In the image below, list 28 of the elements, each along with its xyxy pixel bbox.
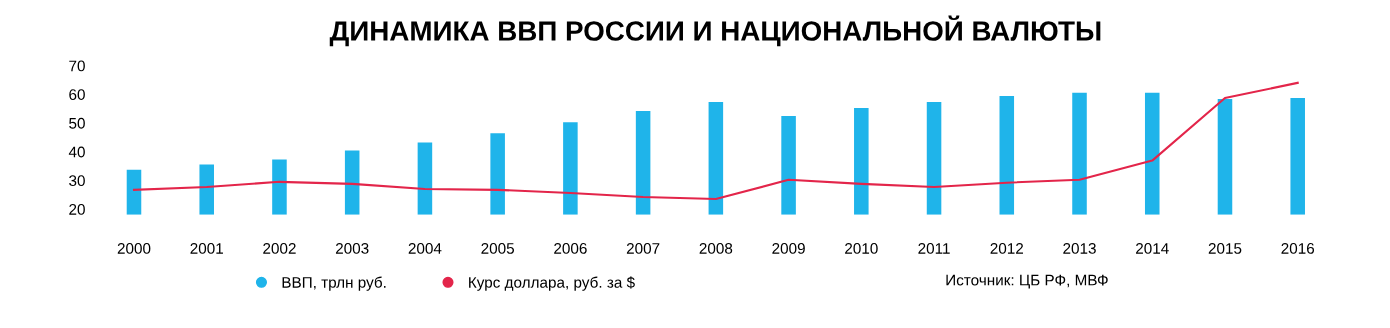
y-tick-label: 70 xyxy=(69,60,85,72)
x-tick-label: 2002 xyxy=(263,243,296,254)
x-tick-label: 2011 xyxy=(918,243,950,254)
y-tick-label: 50 xyxy=(69,117,85,129)
x-tick-label: 2016 xyxy=(1281,243,1315,254)
x-tick-label: 2006 xyxy=(554,243,587,254)
x-tick-label: 2004 xyxy=(408,243,442,254)
x-tick-label: 2008 xyxy=(699,243,733,254)
x-tick-label: 2014 xyxy=(1136,243,1169,254)
x-tick-label: 2015 xyxy=(1208,243,1242,254)
x-tick-label: 2000 xyxy=(117,243,151,254)
text: Источник: ЦБ РФ, МВФ xyxy=(946,274,1108,289)
legend-label: ВВП, трлн руб. xyxy=(282,276,386,291)
x-tick-label: 2012 xyxy=(990,243,1024,254)
y-tick-label: 60 xyxy=(69,89,85,100)
x-tick-label: 2007 xyxy=(626,243,660,254)
x-tick-label: 2009 xyxy=(772,243,805,254)
x-tick-label: 2001 xyxy=(190,243,223,254)
line-series xyxy=(132,81,1299,201)
y-tick-label: 40 xyxy=(68,146,85,158)
chart-title: ДИНАМИКА ВВП РОССИИ И НАЦИОНАЛЬНОЙ ВАЛЮТЫ xyxy=(329,15,1101,47)
x-tick-label: 2005 xyxy=(481,243,515,254)
legend-label: Курс доллара, руб. за $ xyxy=(469,276,635,291)
y-tick-label: 20 xyxy=(69,203,85,215)
x-tick-label: 2003 xyxy=(335,243,369,254)
x-tick-label: 2010 xyxy=(845,243,878,254)
y-tick-label: 30 xyxy=(69,175,85,187)
x-tick-label: 2013 xyxy=(1063,243,1096,254)
